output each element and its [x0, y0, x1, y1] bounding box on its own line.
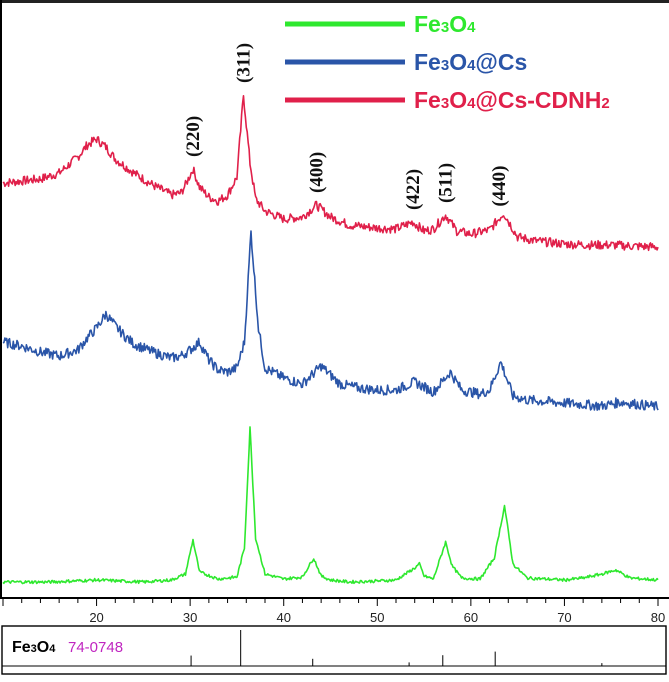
- reference-card-number: 74-0748: [68, 639, 123, 656]
- peak-label-220: (220): [183, 116, 204, 157]
- series-layer: [2, 95, 659, 585]
- x-tick-label: 80: [651, 610, 665, 625]
- x-tick-label: 20: [89, 610, 103, 625]
- legend: Fe3O4 Fe3O4@Cs Fe3O4@Cs-CDNH2: [285, 11, 610, 113]
- x-tick-label: 70: [557, 610, 571, 625]
- x-ticks: 20 30 40 50 60 70 80: [2, 598, 665, 625]
- reference-panel-box: [1, 625, 667, 675]
- x-tick-label: 30: [183, 610, 197, 625]
- legend-label: Fe3O4@Cs: [414, 49, 527, 75]
- peak-label-400: (400): [306, 152, 327, 193]
- peak-label-422: (422): [403, 169, 424, 210]
- peak-label-440: (440): [489, 166, 510, 207]
- x-tick-label: 60: [464, 610, 478, 625]
- reference-phase-label: Fe3O4: [12, 639, 56, 656]
- series-line-fe3o4: [2, 426, 659, 585]
- peak-label-511: (511): [436, 163, 457, 203]
- reference-sticks: [190, 630, 603, 666]
- series-line-fe3o4-cs-cdnh2: [2, 95, 659, 252]
- x-tick-label: 50: [370, 610, 384, 625]
- legend-label: Fe3O4@Cs-CDNH2: [414, 87, 610, 113]
- peak-label-311: (311): [233, 43, 254, 83]
- x-tick-label: 40: [276, 610, 290, 625]
- peak-labels: (220) (311) (400) (422) (511) (440): [183, 43, 510, 210]
- series-line-fe3o4-cs: [2, 230, 659, 411]
- legend-label: Fe3O4: [414, 11, 476, 37]
